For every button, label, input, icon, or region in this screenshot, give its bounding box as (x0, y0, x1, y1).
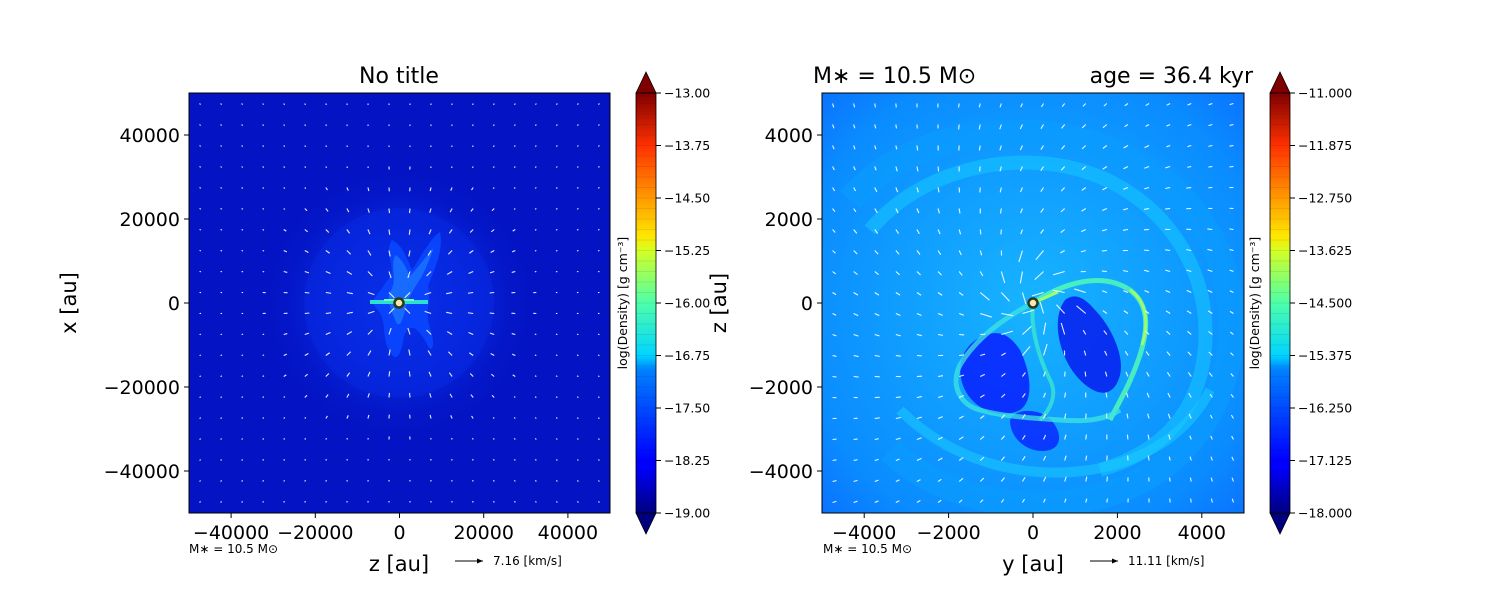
colorbar-tick-label: −11.000 (1298, 86, 1352, 101)
mass-annotation-left: M∗ = 10.5 M⊙ (189, 542, 278, 556)
x-tick-label: 2000 (1093, 522, 1141, 544)
x-tick-label: 40000 (538, 522, 598, 544)
y-tick-label: −2000 (749, 377, 813, 399)
colorbar-label-right: log(Density) [g cm⁻³] (1247, 237, 1262, 370)
y-axis-label-left: x [au] (57, 272, 81, 334)
y-tick-label: −40000 (104, 461, 180, 483)
colorbar-tick-label: −13.00 (664, 86, 710, 101)
colorbar-tick-label: −14.500 (1298, 296, 1352, 311)
left-density-panel: −40000 −20000 0 20000 40000 −40000 −20000 0 200… (57, 64, 710, 576)
colorbar-tick-label: −15.375 (1298, 348, 1352, 363)
colorbar-tick-label: −18.25 (664, 453, 710, 468)
y-tick-label: 4000 (765, 125, 813, 147)
y-axis-ticks-left: −40000 −20000 0 20000 40000 (104, 125, 189, 483)
star-marker (393, 297, 405, 309)
vector-key-left: 7.16 [km/s] (455, 554, 562, 568)
x-tick-label: 0 (1027, 522, 1039, 544)
colorbar-tick-label: −13.625 (1298, 243, 1352, 258)
y-tick-label: 0 (801, 293, 813, 315)
x-tick-label: −20000 (277, 522, 353, 544)
y-tick-label: 20000 (120, 209, 180, 231)
colorbar-label-left: log(Density) [g cm⁻³] (615, 237, 630, 370)
x-tick-label: −40000 (193, 522, 269, 544)
colorbar-left: −13.00 −13.75 −14.50 −15.25 −16.00 −16.75 −17.… (615, 71, 710, 535)
velocity-vectors-right (832, 102, 1234, 504)
y-tick-label: 0 (168, 293, 180, 315)
colorbar-tick-label: −18.000 (1298, 506, 1352, 521)
star-marker (1027, 297, 1039, 309)
y-axis-ticks-right: −4000 −2000 0 2000 4000 (749, 125, 822, 483)
x-axis-ticks-left: −40000 −20000 0 20000 40000 (193, 513, 598, 544)
colorbar-tick-label: −16.00 (664, 296, 710, 311)
x-axis-label-left: z [au] (369, 552, 429, 576)
colorbar-tick-label: −14.50 (664, 191, 710, 206)
colorbar-tick-label: −16.75 (664, 348, 710, 363)
colorbar-right: −11.000 −11.875 −12.750 −13.625 −14.500 −15.3… (1247, 71, 1352, 535)
colorbar-tick-label: −17.50 (664, 401, 710, 416)
y-tick-label: 40000 (120, 125, 180, 147)
mass-annotation-right: M∗ = 10.5 M⊙ (823, 542, 912, 556)
x-tick-label: 20000 (453, 522, 513, 544)
plot-title-right-age: age = 36.4 kyr (1090, 64, 1254, 89)
x-axis-label-right: y [au] (1002, 552, 1064, 576)
y-axis-label-right: z [au] (707, 273, 731, 333)
y-tick-label: −4000 (749, 461, 813, 483)
colorbar-tick-label: −11.875 (1298, 138, 1352, 153)
vector-key-right: 11.11 [km/s] (1090, 554, 1204, 568)
y-tick-label: −20000 (104, 377, 180, 399)
velocity-vectors-left (199, 103, 600, 503)
colorbar-tick-label: −19.00 (664, 506, 710, 521)
plot-title-right-mass: M∗ = 10.5 M⊙ (813, 64, 976, 89)
colorbar-tick-label: −15.25 (664, 243, 710, 258)
x-tick-label: −4000 (832, 522, 896, 544)
colorbar-tick-label: −16.250 (1298, 401, 1352, 416)
x-tick-label: 4000 (1178, 522, 1226, 544)
right-density-panel: −4000 −2000 0 2000 4000 −4000−2000020004000 … (707, 64, 1352, 576)
y-tick-label: 2000 (765, 209, 813, 231)
colorbar-tick-label: −17.125 (1298, 453, 1352, 468)
x-axis-ticks-right: −4000 −2000 0 2000 4000 (832, 513, 1226, 544)
svg-text:7.16 [km/s]: 7.16 [km/s] (493, 554, 562, 568)
colorbar-tick-label: −12.750 (1298, 191, 1352, 206)
x-tick-label: 0 (393, 522, 405, 544)
colorbar-tick-label: −13.75 (664, 138, 710, 153)
plot-title-left: No title (359, 64, 439, 89)
svg-text:11.11 [km/s]: 11.11 [km/s] (1128, 554, 1204, 568)
x-tick-label: −2000 (916, 522, 980, 544)
